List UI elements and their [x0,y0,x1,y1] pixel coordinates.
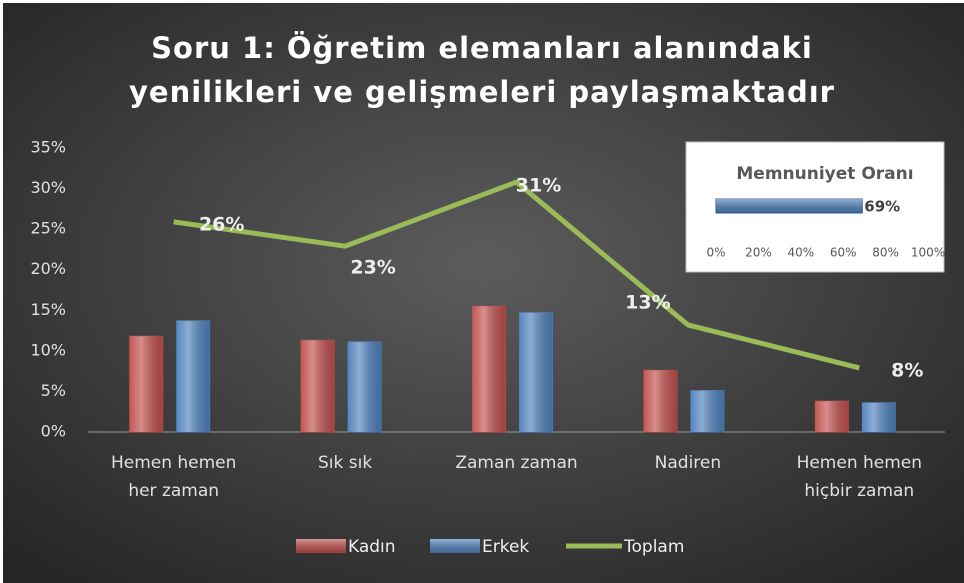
x-tick-label: Sık sık [318,453,372,473]
y-tick-label: 15% [30,300,66,319]
x-tick-label: 0% [706,246,725,260]
legend-swatch-shine [430,539,480,553]
background [3,3,964,583]
y-tick-label: 30% [30,178,66,197]
x-tick-label: Nadiren [655,453,722,473]
data-label: 31% [516,175,561,197]
bar-shine [690,390,724,432]
y-tick-label: 35% [30,138,66,157]
x-tick-label: 80% [872,246,899,260]
data-label: 13% [625,291,670,313]
legend-label: Toplam [623,537,684,557]
x-tick-label: Hemen hemen hiçbir zaman [797,453,922,501]
data-label: 8% [891,359,923,381]
y-tick-label: 25% [30,219,66,238]
inset-title: Memnuniyet Oranı [736,164,913,184]
bar-shine [815,401,849,432]
data-label: 26% [199,213,244,235]
bar-shine [348,341,382,432]
bar-shine [472,306,506,432]
legend-swatch-shine [296,539,346,553]
legend-label: Erkek [482,537,529,557]
x-tick-label: Zaman zaman [455,453,577,473]
bar-shine [301,340,335,432]
y-tick-label: 10% [30,340,66,359]
x-tick-label: Hemen hemen her zaman [111,453,236,501]
y-tick-label: 5% [41,381,66,400]
line [173,179,860,371]
y-tick-label: 20% [30,259,66,278]
y-tick-label: 0% [41,422,66,441]
data-label: 69% [864,198,900,216]
x-tick-label: 20% [745,246,772,260]
chart-title: yenilikleri ve gelişmeleri paylaşmaktadı… [129,75,835,109]
bar-shine [643,370,677,432]
bar-shine [176,320,210,432]
chart-title: Soru 1: Öğretim elemanları alanındaki [151,31,813,65]
data-label: 23% [350,257,395,279]
x-tick-label: 100% [911,246,945,260]
bar-shine [519,312,553,432]
x-tick-label: 40% [787,246,814,260]
legend-label: Kadın [348,537,396,557]
bar-shine [862,402,896,432]
x-tick-label: 60% [830,246,857,260]
bar-shine [129,336,163,432]
bar-shine [716,199,863,213]
